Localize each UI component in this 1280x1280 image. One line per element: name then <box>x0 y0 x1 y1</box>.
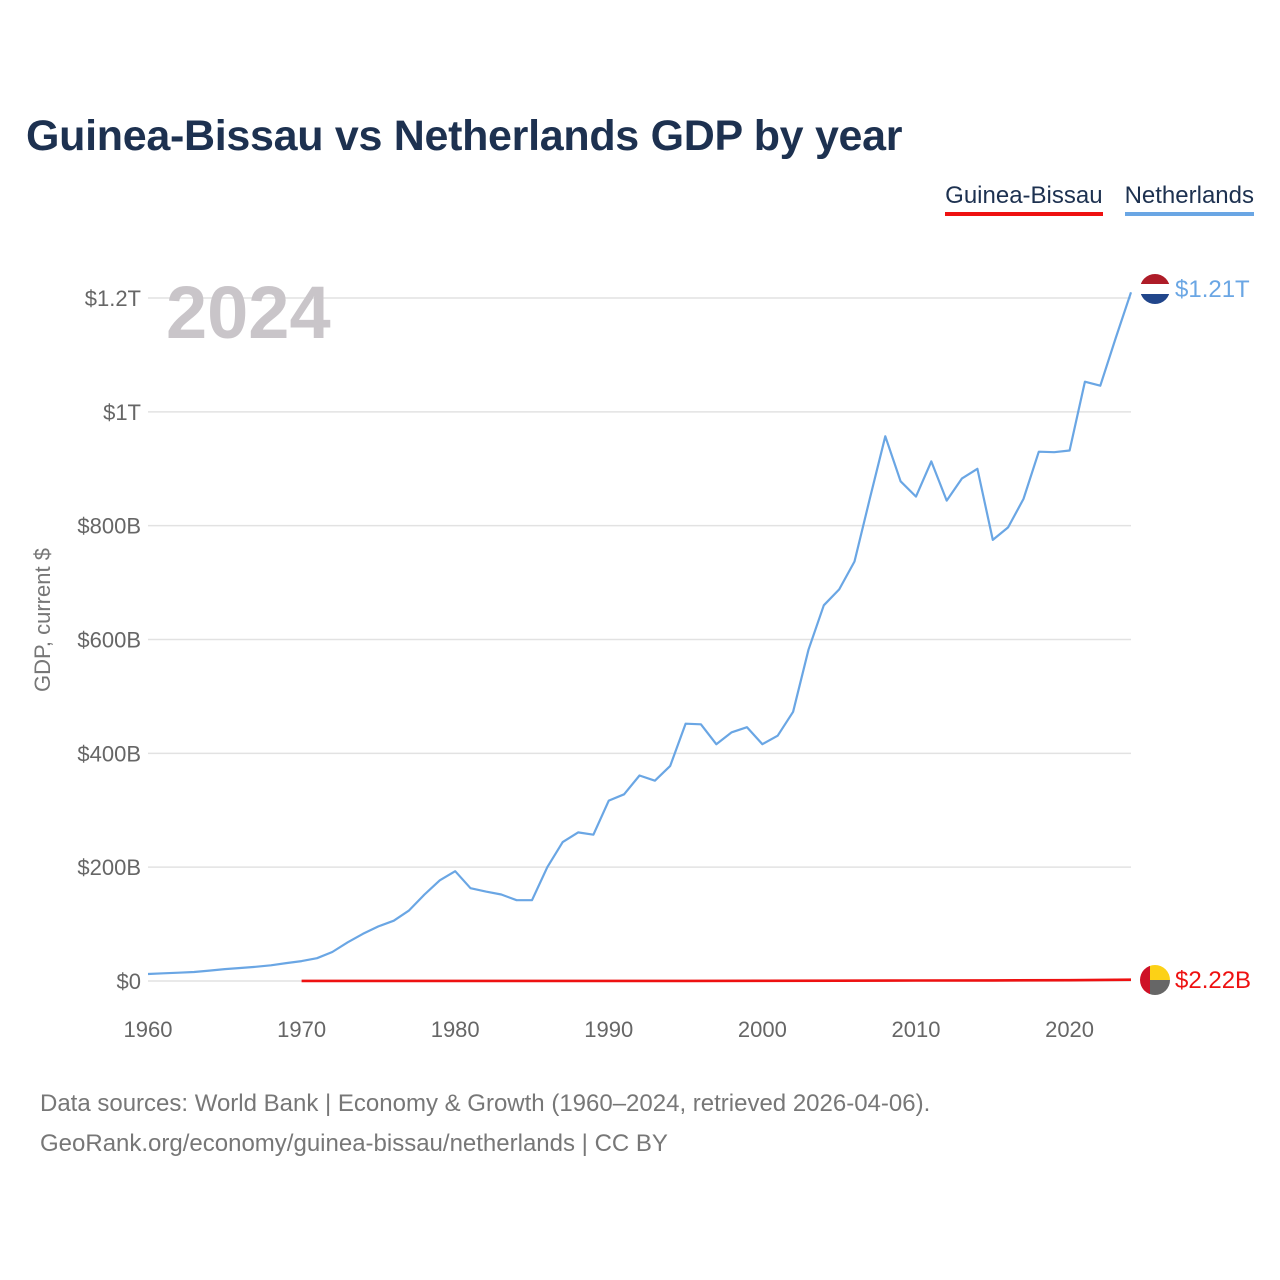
legend: Guinea-Bissau Netherlands <box>945 182 1254 216</box>
x-tick-label: 1970 <box>277 1017 326 1042</box>
y-tick-label: $1.2T <box>85 286 141 311</box>
guinea-bissau-flag-icon <box>1140 965 1170 995</box>
y-axis-label: GDP, current $ <box>30 548 55 692</box>
legend-item-netherlands[interactable]: Netherlands <box>1124 182 1254 216</box>
x-tick-label: 2000 <box>738 1017 787 1042</box>
y-tick-label: $0 <box>117 969 141 994</box>
legend-item-guinea-bissau[interactable]: Guinea-Bissau <box>945 182 1103 216</box>
x-tick-label: 1960 <box>124 1017 173 1042</box>
series-line-guinea-bissau[interactable] <box>301 978 1132 983</box>
guinea-bissau-end-label: $2.22B <box>1175 967 1251 994</box>
x-tick-label: 2020 <box>1045 1017 1094 1042</box>
source-line-2[interactable]: GeoRank.org/economy/guinea-bissau/nether… <box>40 1130 668 1157</box>
y-tick-label: $1T <box>103 400 141 425</box>
y-tick-label: $800B <box>77 514 141 539</box>
source-note: Data sources: World Bank | Economy & Gro… <box>40 1084 930 1164</box>
year-watermark: 2024 <box>166 271 331 354</box>
series-line-netherlands[interactable] <box>147 291 1133 976</box>
x-tick-label: 1980 <box>431 1017 480 1042</box>
x-tick-label: 1990 <box>584 1017 633 1042</box>
grid-lines <box>148 297 1131 982</box>
x-tick-label: 2010 <box>891 1017 940 1042</box>
series-lines <box>147 291 1133 983</box>
y-axis-ticks: $0 $200B $400B $600B $800B $1T $1.2T <box>77 286 141 994</box>
gdp-line-chart: $0$200B$400B$600B$800B$1T$1.2T 1960 1970 1… <box>30 271 1251 1042</box>
chart-title: Guinea-Bissau vs Netherlands GDP by year <box>26 112 903 160</box>
netherlands-flag-icon <box>1140 274 1170 304</box>
x-axis-ticks: 1960 1970 1980 1990 2000 2010 2020 <box>124 1017 1095 1042</box>
source-line-1: Data sources: World Bank | Economy & Gro… <box>40 1090 931 1117</box>
y-tick-label: $400B <box>77 741 141 766</box>
y-tick-label: $600B <box>77 628 141 653</box>
netherlands-end-label: $1.21T <box>1175 276 1250 303</box>
y-tick-label: $200B <box>77 855 141 880</box>
